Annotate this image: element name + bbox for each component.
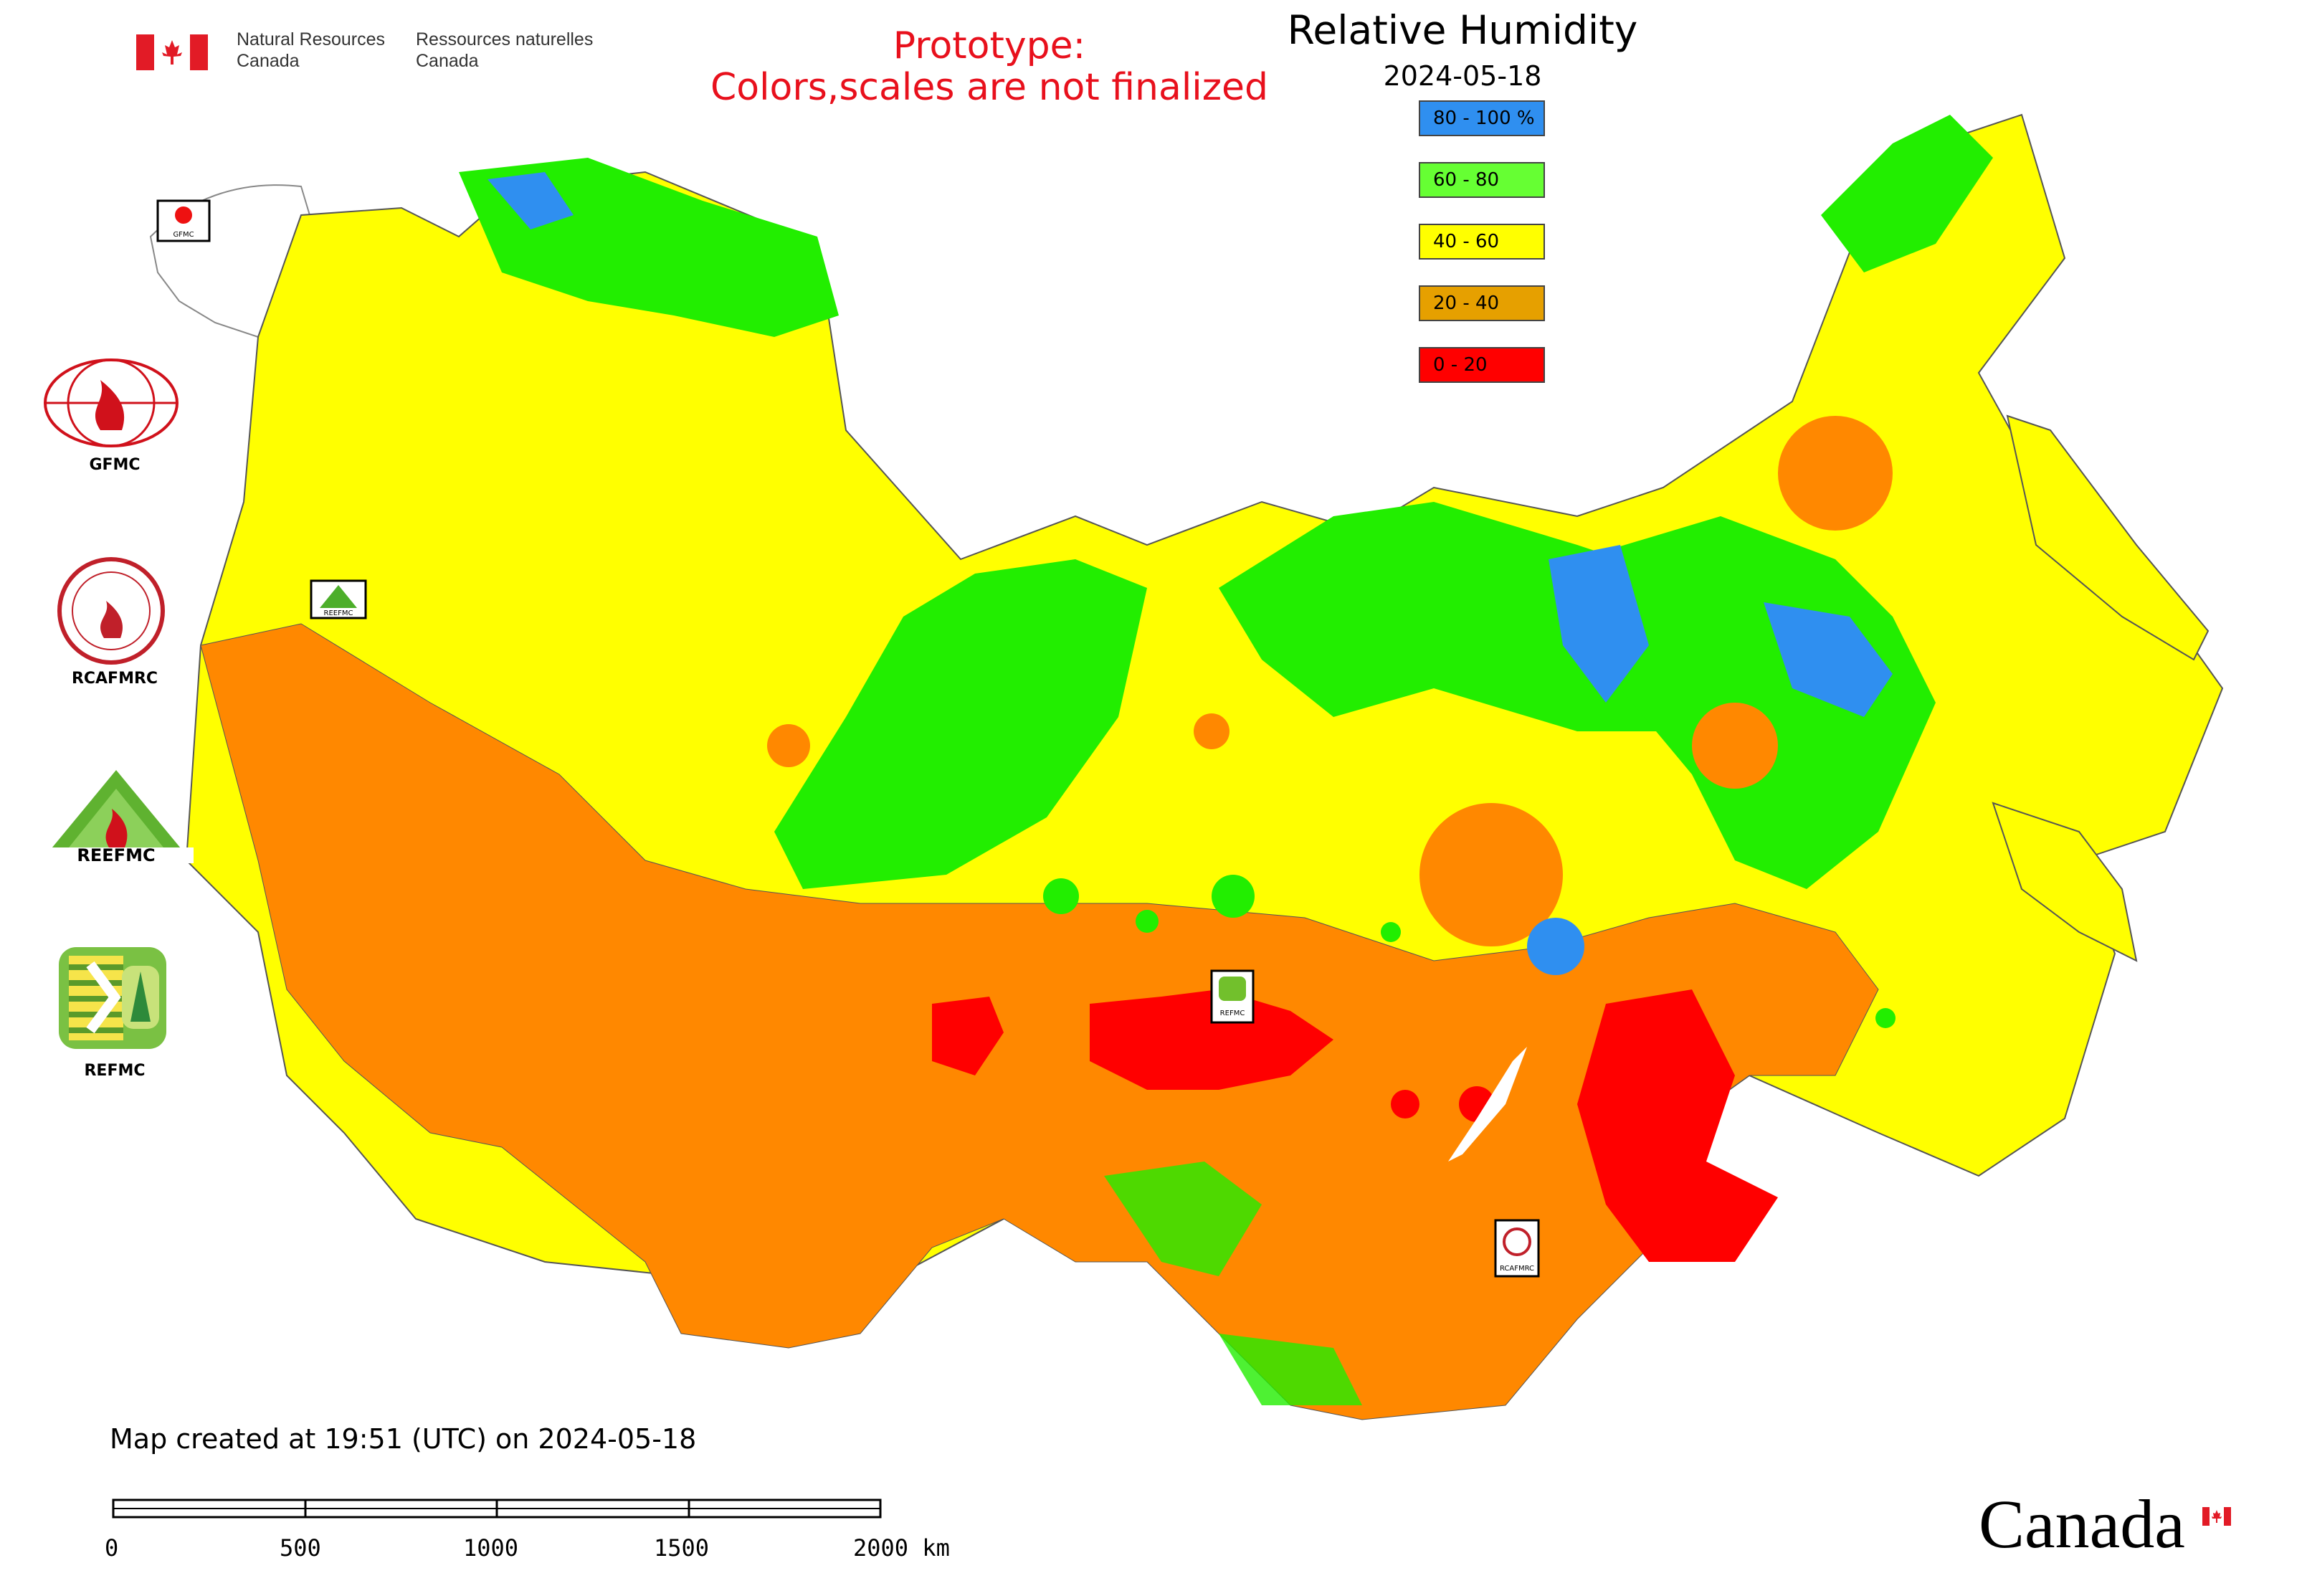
- zone-blue-kola: [487, 172, 574, 229]
- primorye: [1992, 802, 2138, 962]
- legend: Relative Humidity 2024-05-18 80 - 100 % …: [1276, 7, 1649, 394]
- gfmc-emblem-icon: [44, 358, 179, 447]
- map-marker: RCAFMRC: [1494, 1219, 1540, 1278]
- reefmc-emblem-icon: REEFMC: [39, 770, 194, 865]
- scale-label-0: 0: [105, 1534, 119, 1562]
- map-marker: REFMC: [1210, 969, 1255, 1024]
- marker-label: REEFMC: [324, 609, 353, 617]
- zone-red-central: [1090, 989, 1333, 1090]
- zone-orange: [200, 623, 1879, 1420]
- zone-green-siberia: [774, 559, 1147, 889]
- rcafmrc-emblem-icon: [57, 557, 165, 665]
- refmc-logo: REFMC: [29, 943, 201, 1086]
- reefmc-logo-text: REEFMC: [77, 845, 155, 865]
- zone-red-west: [932, 997, 1004, 1075]
- reefmc-logo: REEFMC: [29, 767, 201, 882]
- rcafmrc-logo-label: RCAFMRC: [71, 670, 158, 688]
- refmc-emblem-icon: [59, 947, 166, 1049]
- nrcan-signature: Natural Resources Canada Ressources natu…: [136, 29, 638, 72]
- refmc-logo-label: REFMC: [84, 1062, 146, 1080]
- canada-wordmark-flag-icon: [2202, 1507, 2231, 1526]
- scale-bar-graphic: [112, 1498, 882, 1519]
- department-en-line1: Natural Resources: [237, 29, 386, 49]
- rcafmrc-logo: RCAFMRC: [29, 552, 201, 688]
- green-blob: [1136, 910, 1159, 933]
- department-name-fr: Ressources naturelles Canada: [416, 29, 593, 72]
- gfmc-logo-label: GFMC: [89, 456, 141, 474]
- map-marker: REEFMC: [310, 579, 367, 619]
- prototype-line1: Prototype:: [893, 24, 1086, 67]
- orange-blob: [1419, 803, 1563, 946]
- prototype-notice: Prototype: Colors,scales are not finaliz…: [645, 14, 1333, 119]
- red-blob: [1391, 1090, 1419, 1118]
- legend-item-20-40: 20 - 40: [1419, 285, 1545, 321]
- zone-blue-east: [1764, 602, 1893, 717]
- marker-label: GFMC: [173, 231, 194, 239]
- scale-label-2000: 2000 km: [853, 1534, 950, 1562]
- zone-green-south: [1219, 1334, 1362, 1405]
- canada-wordmark-text: Canada: [1979, 1486, 2185, 1562]
- marker-label: REFMC: [1220, 1010, 1245, 1017]
- scale-bar: 0 500 1000 1500 2000 km: [105, 1498, 968, 1562]
- legend-date: 2024-05-18: [1383, 60, 1542, 92]
- scale-label-1500: 1500: [654, 1534, 710, 1562]
- orange-blob: [767, 724, 810, 767]
- scale-label-1000: 1000: [463, 1534, 519, 1562]
- green-blob: [1875, 1008, 1896, 1028]
- lake-baikal: [1448, 1047, 1527, 1162]
- kamchatka: [2006, 414, 2210, 661]
- zone-green-yakutia: [1577, 516, 1936, 889]
- marker-label: RCAFMRC: [1500, 1265, 1534, 1273]
- green-blob: [1043, 878, 1079, 914]
- legend-item-80-100: 80 - 100 %: [1419, 100, 1545, 136]
- department-en-line2: Canada: [237, 51, 300, 71]
- zone-blue-north: [1549, 545, 1649, 703]
- department-fr-line2: Canada: [416, 51, 479, 71]
- zone-green-south: [1104, 1162, 1262, 1276]
- canada-wordmark: Canada: [1979, 1484, 2231, 1564]
- canada-flag-icon: [136, 34, 208, 70]
- gfmc-logo: GFMC: [29, 358, 201, 480]
- zone-red-east: [1577, 989, 1778, 1262]
- map-marker: GFMC: [156, 199, 211, 242]
- blue-blob: [1527, 918, 1584, 975]
- orange-blob: [1194, 713, 1230, 749]
- orange-blob: [1778, 416, 1893, 531]
- zone-green-chukotka: [1821, 115, 1993, 272]
- legend-item-60-80: 60 - 80: [1419, 162, 1545, 198]
- map-created-timestamp: Map created at 19:51 (UTC) on 2024-05-18: [110, 1423, 697, 1455]
- green-blob: [1381, 922, 1401, 942]
- department-name-en: Natural Resources Canada: [237, 29, 385, 72]
- prototype-line2: Colors,scales are not finalized: [710, 66, 1269, 109]
- department-fr-line1: Ressources naturelles: [416, 29, 594, 49]
- legend-item-0-20: 0 - 20: [1419, 347, 1545, 383]
- orange-blob: [1692, 703, 1778, 789]
- green-blob: [1212, 875, 1255, 918]
- legend-title: Relative Humidity: [1287, 7, 1638, 53]
- legend-item-40-60: 40 - 60: [1419, 224, 1545, 260]
- scale-label-500: 500: [280, 1534, 321, 1562]
